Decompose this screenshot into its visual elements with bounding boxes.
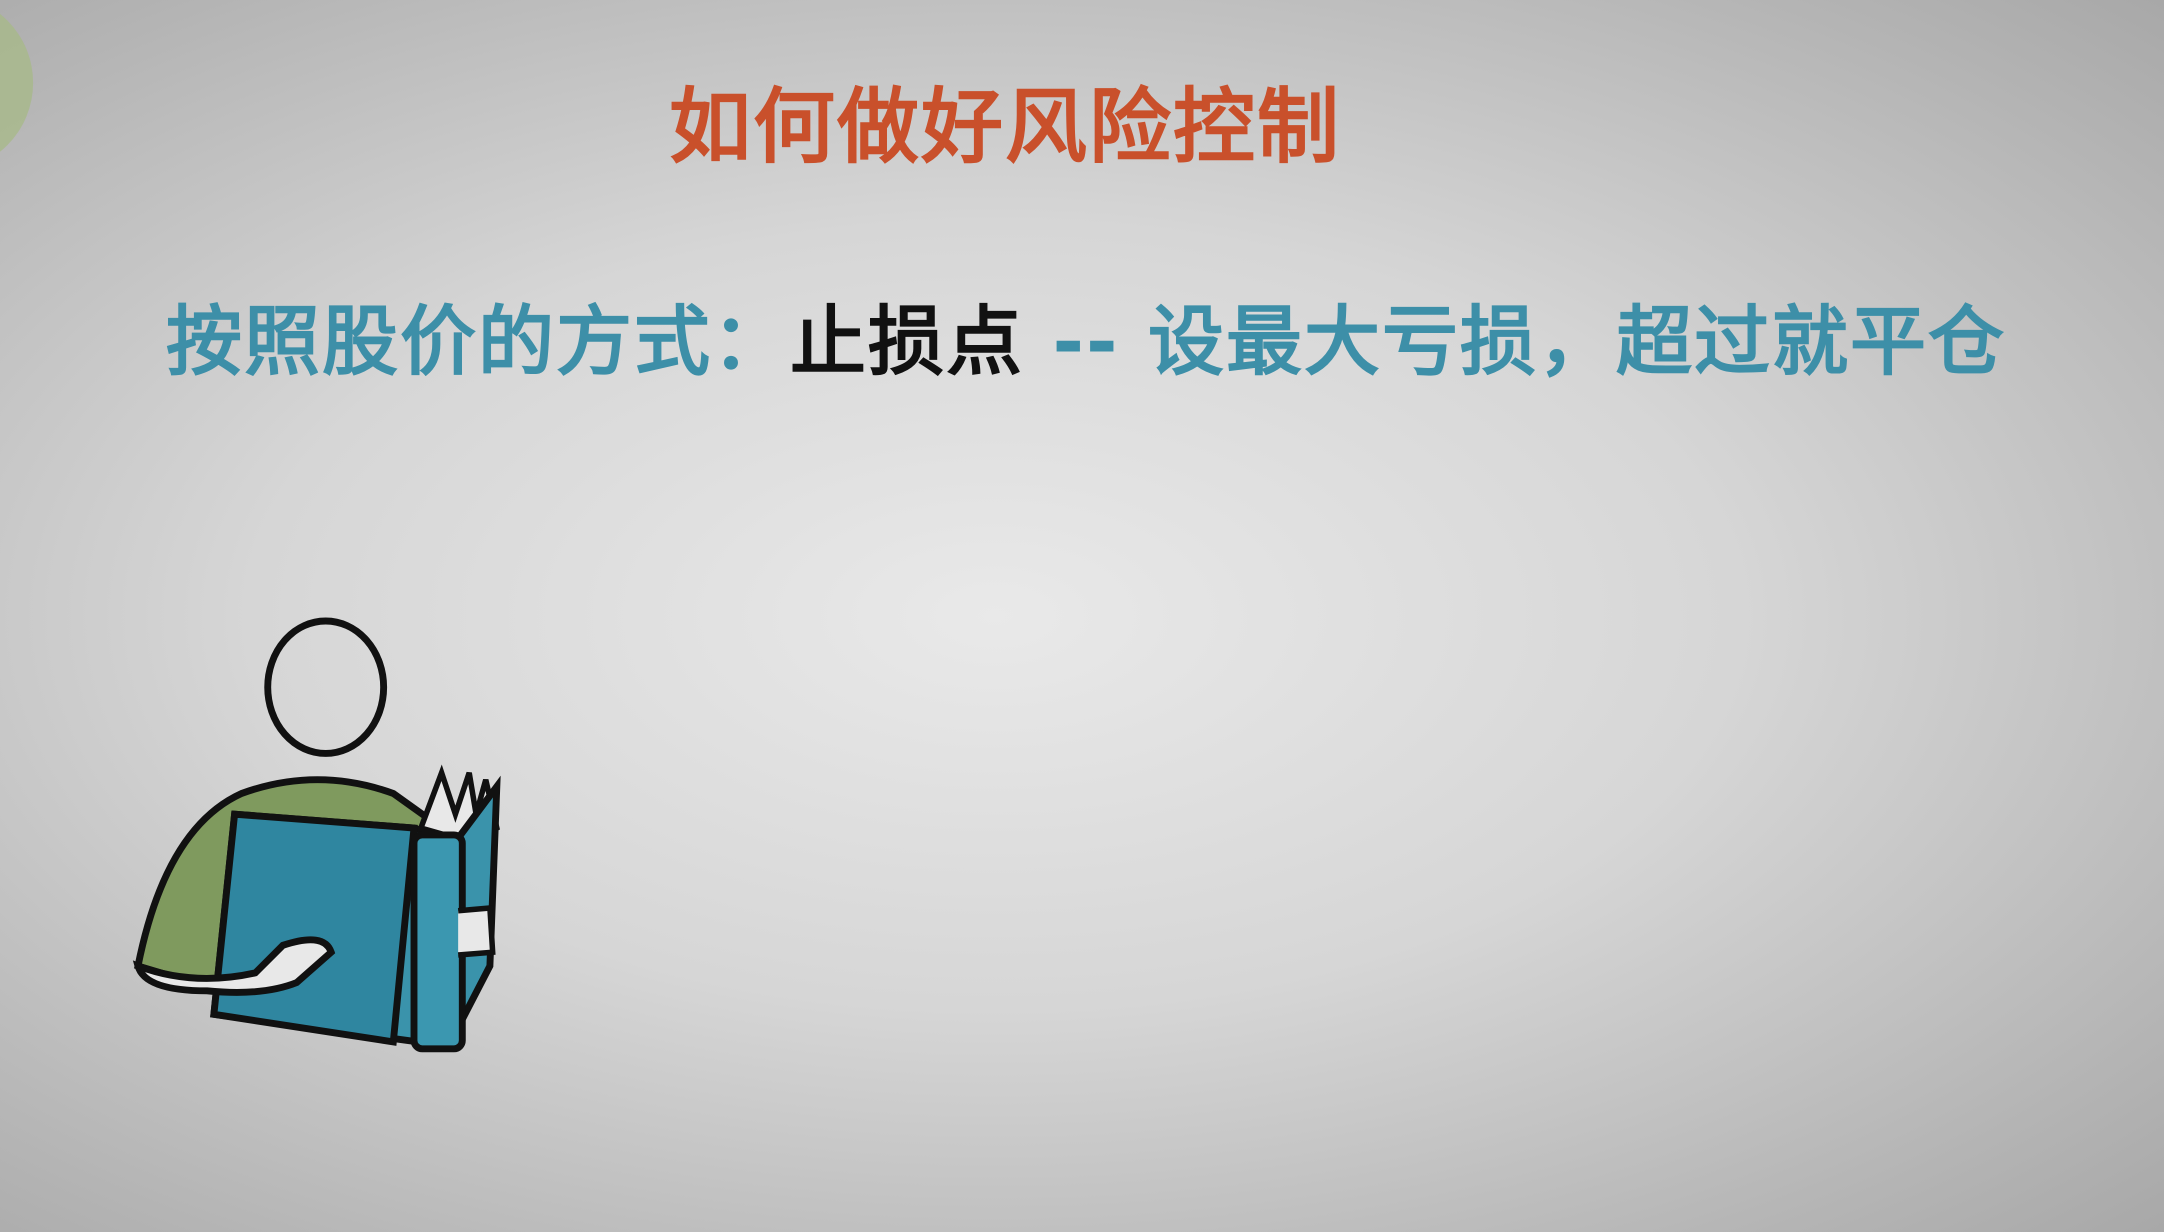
- keyword: 止损点: [790, 297, 1024, 386]
- subtitle-line: 按照股价的方式：止损点 -- 设最大亏损，超过就平仓: [166, 280, 2006, 390]
- detail-text: 设最大亏损，超过就平仓: [1148, 297, 2007, 386]
- slide-title: 如何做好风险控制: [668, 80, 1341, 175]
- lead-text: 按照股价的方式：: [166, 297, 790, 386]
- dash: --: [1052, 297, 1120, 386]
